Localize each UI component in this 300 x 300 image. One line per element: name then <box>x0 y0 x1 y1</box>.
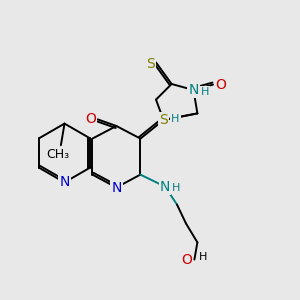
Text: N: N <box>111 181 122 194</box>
Text: S: S <box>159 113 168 127</box>
Text: H: H <box>199 251 207 262</box>
Text: H: H <box>172 183 181 193</box>
Text: N: N <box>188 83 199 97</box>
Text: O: O <box>85 112 96 126</box>
Text: H: H <box>201 86 209 97</box>
Text: CH₃: CH₃ <box>46 148 70 161</box>
Text: N: N <box>160 180 170 194</box>
Text: N: N <box>111 181 122 194</box>
Text: H: H <box>171 113 180 124</box>
Text: N: N <box>59 176 70 189</box>
Text: S: S <box>146 57 155 71</box>
Text: O: O <box>215 78 226 92</box>
Text: O: O <box>182 253 192 266</box>
